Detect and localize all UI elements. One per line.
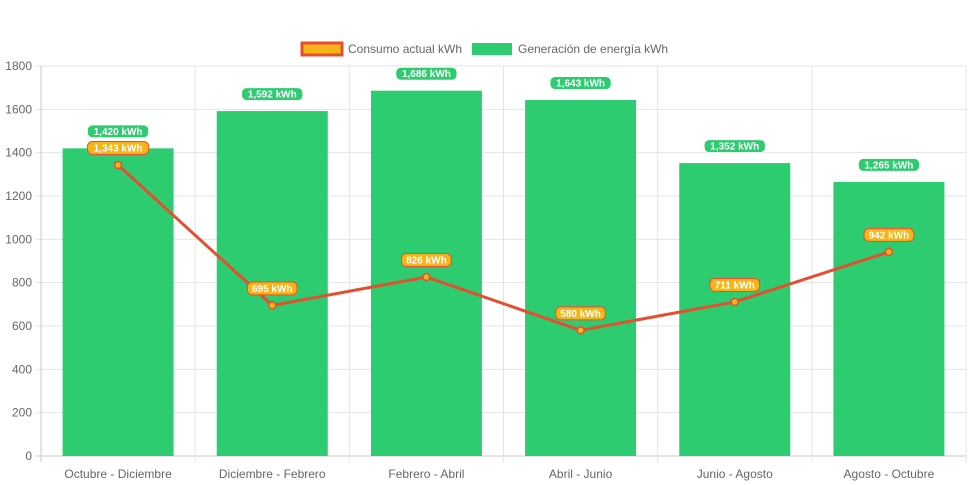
line-point	[268, 301, 277, 310]
data-label: 580 kWh	[555, 306, 607, 321]
y-tick-label: 0	[25, 449, 32, 463]
x-tick-label: Diciembre - Febrero	[219, 467, 326, 481]
y-axis: 0 200 400 600 800 1000 1200 1400 1600 1800	[5, 59, 32, 463]
data-label: 1,643 kWh	[549, 76, 612, 91]
data-label-badge	[863, 227, 915, 242]
data-label-badge	[395, 66, 458, 81]
data-label-text: 1,352 kWh	[710, 142, 759, 153]
data-label: 695 kWh	[246, 281, 298, 296]
line-point	[884, 247, 894, 257]
line-path	[117, 163, 890, 332]
x-tick-label: Junio - Agosto	[697, 467, 773, 481]
data-label-text: 1,343 kWh	[94, 144, 143, 155]
data-label: 826 kWh	[400, 253, 452, 268]
line-point	[422, 272, 431, 282]
x-tick-label: Abril - Junio	[549, 467, 613, 481]
y-tick-label: 1000	[5, 232, 32, 246]
data-label: 1,686 kWh	[395, 66, 458, 81]
bar	[833, 181, 945, 456]
data-label-badge	[549, 76, 612, 91]
y-tick-label: 400	[12, 362, 32, 376]
legend-item-consumo[interactable]: Consumo actual kWh	[300, 41, 462, 57]
data-label-text: 1,420 kWh	[94, 127, 143, 138]
legend: Consumo actual kWh Generación de energía…	[300, 41, 668, 57]
data-label-badge	[246, 281, 298, 296]
grid	[36, 65, 967, 462]
data-label: 942 kWh	[863, 227, 915, 242]
bar	[62, 148, 174, 457]
data-label-badge	[555, 306, 607, 321]
data-label-text: 695 kWh	[252, 284, 293, 295]
data-label: 711 kWh	[709, 277, 761, 292]
data-label-text: 1,592 kWh	[248, 90, 297, 101]
data-label-badge	[86, 124, 150, 139]
y-tick-label: 200	[12, 406, 32, 420]
legend-label-generacion: Generación de energía kWh	[518, 42, 668, 56]
x-tick-label: Agosto - Octubre	[844, 467, 935, 481]
y-tick-label: 1200	[5, 189, 32, 203]
data-label-badge	[241, 87, 304, 102]
data-label-text: 942 kWh	[869, 230, 910, 241]
line-point	[576, 326, 585, 335]
x-tick-label: Octubre - Diciembre	[64, 467, 172, 481]
legend-swatch-consumo	[300, 41, 344, 57]
y-tick-label: 600	[12, 319, 32, 333]
data-labels: 1,420 kWh 1,592 kWh 1,686 kWh 1,643 kWh 1,35…	[86, 66, 921, 321]
line-series	[113, 160, 894, 335]
legend-swatch-generacion	[472, 43, 512, 55]
y-tick-label: 800	[12, 276, 32, 290]
x-tick-label: Febrero - Abril	[388, 467, 464, 481]
data-label: 1,592 kWh	[241, 87, 304, 102]
data-label-text: 711 kWh	[715, 280, 755, 291]
legend-item-generacion[interactable]: Generación de energía kWh	[472, 42, 668, 56]
data-label-badge	[703, 139, 766, 154]
x-axis: Octubre - Diciembre Diciembre - Febrero Fe…	[64, 467, 934, 481]
data-label: 1,420 kWh	[86, 124, 150, 139]
data-label-badge	[86, 141, 150, 156]
data-label-text: 580 kWh	[560, 309, 601, 320]
data-label-badge	[857, 157, 921, 172]
y-tick-label: 1400	[5, 146, 32, 160]
bar	[525, 100, 637, 457]
y-tick-label: 1600	[5, 102, 32, 116]
y-tick-label: 1800	[5, 59, 32, 73]
data-label-text: 1,686 kWh	[402, 69, 451, 80]
data-label: 1,352 kWh	[703, 139, 766, 154]
line-point	[113, 160, 123, 170]
data-label-badge	[400, 253, 452, 268]
data-label: 1,343 kWh	[86, 141, 150, 156]
data-label-badge	[709, 277, 761, 292]
line-point	[730, 297, 739, 307]
data-label-text: 1,265 kWh	[864, 160, 913, 171]
legend-label-consumo: Consumo actual kWh	[348, 42, 462, 56]
data-label: 1,265 kWh	[857, 157, 921, 172]
data-label-text: 1,643 kWh	[556, 79, 605, 90]
data-label-text: 826 kWh	[406, 256, 447, 267]
